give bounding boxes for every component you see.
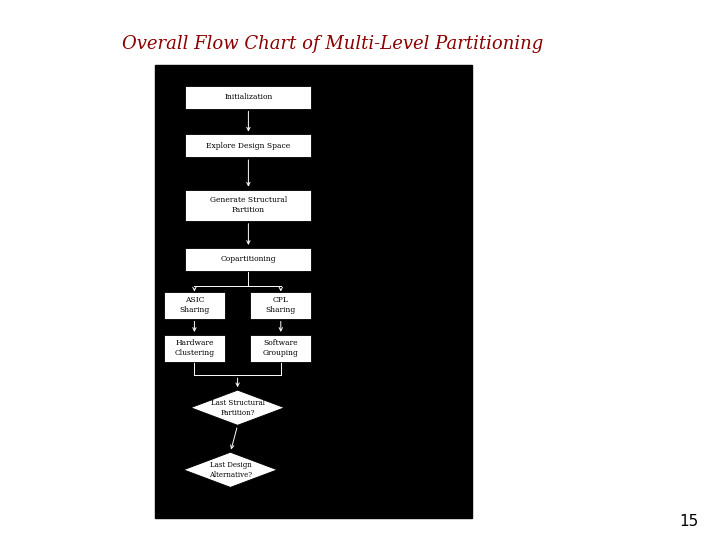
FancyBboxPatch shape — [185, 248, 311, 271]
Text: Last Design
Alternative?: Last Design Alternative? — [209, 461, 252, 478]
FancyBboxPatch shape — [251, 335, 312, 362]
Text: CPL
Sharing: CPL Sharing — [266, 296, 296, 314]
FancyBboxPatch shape — [155, 65, 472, 518]
FancyBboxPatch shape — [164, 335, 225, 362]
FancyBboxPatch shape — [185, 190, 311, 221]
Text: ASIC
Sharing: ASIC Sharing — [179, 296, 210, 314]
FancyBboxPatch shape — [164, 292, 225, 319]
Text: Explore Design Space: Explore Design Space — [206, 142, 291, 150]
Text: Software
Grouping: Software Grouping — [263, 340, 299, 357]
FancyBboxPatch shape — [185, 86, 311, 109]
Text: 15: 15 — [679, 514, 698, 529]
FancyBboxPatch shape — [251, 292, 312, 319]
Text: Last Structural
Partition?: Last Structural Partition? — [211, 399, 264, 416]
Polygon shape — [191, 390, 284, 426]
Text: Generate Structural
Partition: Generate Structural Partition — [210, 197, 287, 214]
Text: Initialization: Initialization — [224, 93, 273, 101]
Text: Hardware
Clustering: Hardware Clustering — [174, 340, 215, 357]
FancyBboxPatch shape — [185, 134, 311, 157]
Text: Overall Flow Chart of Multi-Level Partitioning: Overall Flow Chart of Multi-Level Partit… — [122, 35, 544, 53]
Polygon shape — [184, 453, 277, 487]
Text: Copartitioning: Copartitioning — [220, 255, 276, 263]
